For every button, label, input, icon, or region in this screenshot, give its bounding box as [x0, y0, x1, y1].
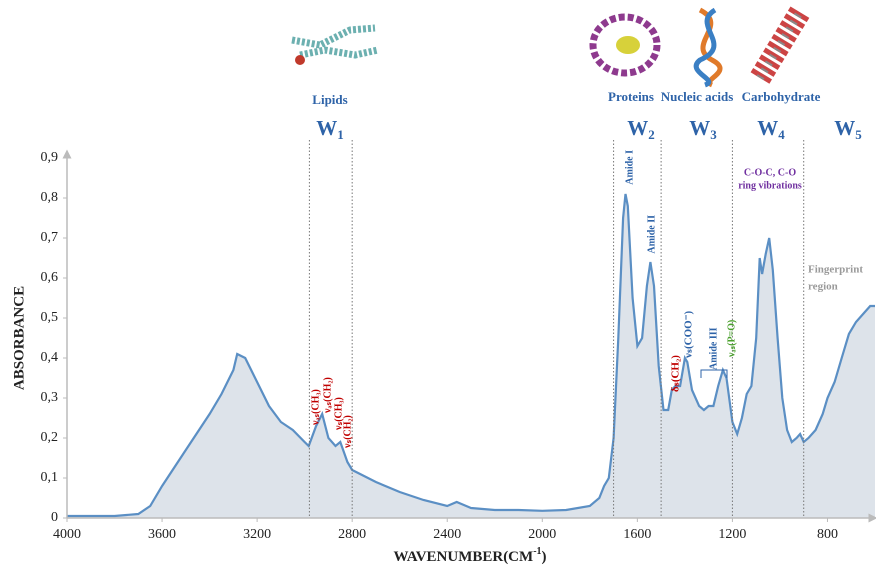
window-index: 5	[855, 127, 862, 142]
dna-icon	[693, 7, 723, 88]
y-tick-label: 0,8	[41, 190, 59, 205]
group-label: Nucleic acids	[661, 89, 734, 104]
annotation: νₐₛ(CH₃)	[310, 389, 321, 426]
x-tick-label: 3200	[243, 527, 271, 542]
x-tick-label: 3600	[148, 527, 176, 542]
y-tick-label: 0,4	[41, 350, 59, 365]
annotation: region	[808, 281, 838, 293]
x-tick-label: 1600	[623, 527, 651, 542]
y-tick-label: 0,1	[41, 470, 59, 485]
window-letter: W	[627, 116, 648, 140]
x-tick-label: 2800	[338, 527, 366, 542]
window-letter: W	[689, 116, 710, 140]
window-letter: W	[757, 116, 778, 140]
window-label: W1	[316, 116, 344, 142]
annotation: Amide I	[624, 150, 635, 185]
window-label: W3	[689, 116, 717, 142]
window-index: 1	[337, 127, 344, 142]
x-tick-label: 2400	[433, 527, 461, 542]
annotation: νₛ(COO⁻)	[683, 310, 695, 359]
group-label: Carbohydrate	[742, 89, 821, 104]
window-index: 3	[710, 127, 717, 142]
group-label: Proteins	[608, 89, 654, 104]
protein-icon	[589, 13, 661, 77]
annotation: νₐₛ(P=O)	[726, 320, 737, 358]
y-tick-label: 0,5	[41, 310, 59, 325]
window-letter: W	[834, 116, 855, 140]
amide-iii-bracket	[700, 369, 728, 378]
window-index: 4	[778, 127, 785, 142]
annotation: νₐₛ(CH₂)	[322, 377, 333, 414]
y-tick-label: 0,7	[41, 230, 59, 245]
x-tick-label: 800	[817, 527, 838, 542]
annotation: νₛ(CH₃)	[333, 397, 344, 431]
window-label: W2	[627, 116, 655, 142]
annotation: ring vibrations	[738, 180, 802, 191]
window-letter: W	[316, 116, 337, 140]
spectrum-line	[67, 193, 875, 518]
annotation: Fingerprint	[808, 264, 863, 276]
group-label: Lipids	[312, 92, 347, 107]
x-tick-label: 4000	[53, 527, 81, 542]
window-label: W4	[757, 116, 785, 142]
y-tick-label: 0,2	[41, 430, 59, 445]
x-axis-label-end: )	[542, 549, 547, 565]
y-tick-label: 0	[51, 510, 58, 525]
window-index: 2	[648, 127, 655, 142]
window-label: W5	[834, 116, 862, 142]
y-tick-label: 0,9	[41, 150, 59, 165]
x-axis-label: WAVENUMBER(CM-1)	[393, 546, 546, 565]
annotation: Amide III	[708, 327, 719, 370]
lipid-icon	[291, 24, 379, 65]
x-tick-label: 2000	[528, 527, 556, 542]
x-tick-label: 1200	[718, 527, 746, 542]
annotation: νₛ(CH₂)	[342, 415, 353, 449]
area-fill	[67, 194, 875, 518]
x-axis-label-sup: -1	[533, 546, 541, 557]
y-tick-label: 0,6	[41, 270, 59, 285]
carbohydrate-icon	[750, 6, 810, 84]
y-axis-label: ABSORBANCE	[11, 286, 27, 390]
annotation: δₛ(CH₂)	[670, 355, 682, 392]
annotation: Amide II	[646, 215, 657, 254]
y-tick-label: 0,3	[41, 390, 59, 405]
annotation: C-O-C, C-O	[744, 167, 796, 178]
x-axis-label-text: WAVENUMBER(CM	[393, 549, 533, 565]
